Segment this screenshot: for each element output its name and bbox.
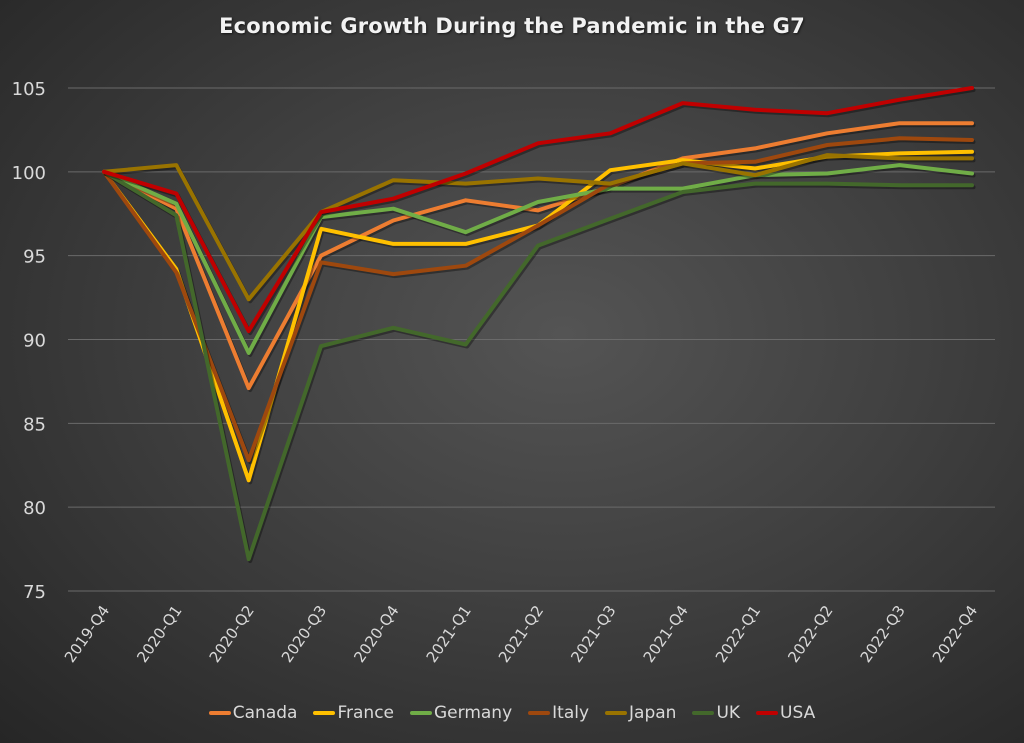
legend-label: Germany [434,703,513,723]
legend-swatch [692,711,715,715]
series-line-italy [102,136,974,463]
x-tick-label: 2021-Q4 [640,602,692,666]
y-tick-label: 90 [23,331,46,352]
series-shadow [103,151,976,485]
y-tick-label: 100 [12,163,46,184]
legend-item-germany: Germany [410,703,512,723]
legend-swatch [313,711,336,715]
legend-label: UK [716,703,741,723]
x-tick-label: 2022-Q1 [712,602,764,666]
x-tick-label: 2020-Q2 [206,602,258,666]
series-lines [102,86,976,564]
x-tick-label: 2022-Q3 [857,602,909,666]
chart-title: Economic Growth During the Pandemic in t… [219,14,805,38]
y-tick-label: 85 [23,414,46,435]
series-line-japan [102,153,974,302]
series-line-usa [102,86,974,334]
x-tick-label: 2020-Q3 [278,602,330,666]
series-shadow [103,88,976,336]
x-tick-label: 2022-Q2 [784,602,836,666]
legend-item-france: France [313,703,394,723]
x-tick-label: 2022-Q4 [929,602,981,666]
y-tick-label: 75 [23,582,46,603]
x-tick-label: 2021-Q2 [495,602,547,666]
x-axis-ticks: 2019-Q4 2020-Q1 2020-Q2 2020-Q3 2020-Q4 2021-… [61,602,981,666]
legend-swatch [528,711,551,715]
y-tick-label: 105 [12,79,46,100]
series-shadow [103,165,976,357]
series-shadow [103,138,976,465]
legend-swatch [410,711,432,715]
x-tick-label: 2020-Q1 [133,602,185,666]
legend: Canada France Germany Italy Japan UK USA [0,703,1024,723]
legend-label: USA [780,703,816,723]
series-line-germany [102,163,974,355]
legend-swatch [605,711,628,715]
legend-swatch [756,711,779,715]
series-shadow [103,123,976,393]
series-line-canada [102,121,974,391]
x-tick-label: 2020-Q4 [350,602,402,666]
legend-swatch [208,711,231,715]
x-tick-label: 2021-Q1 [423,602,475,666]
x-tick-label: 2021-Q3 [567,602,619,666]
series-line-uk [102,169,974,562]
legend-item-italy: Italy [528,703,589,723]
x-tick-label: 2019-Q4 [61,602,113,666]
legend-label: Italy [552,703,590,723]
y-tick-label: 95 [23,247,46,268]
y-axis-ticks: 75 80 85 90 95 100 105 [12,79,46,603]
gridlines [68,87,995,592]
legend-label: Canada [232,703,298,723]
y-tick-label: 80 [23,498,46,519]
legend-item-canada: Canada [208,703,298,723]
legend-item-usa: USA [756,703,815,723]
legend-label: France [337,703,394,723]
legend-item-japan: Japan [605,703,676,723]
legend-item-uk: UK [692,703,740,723]
legend-label: Japan [629,703,677,723]
